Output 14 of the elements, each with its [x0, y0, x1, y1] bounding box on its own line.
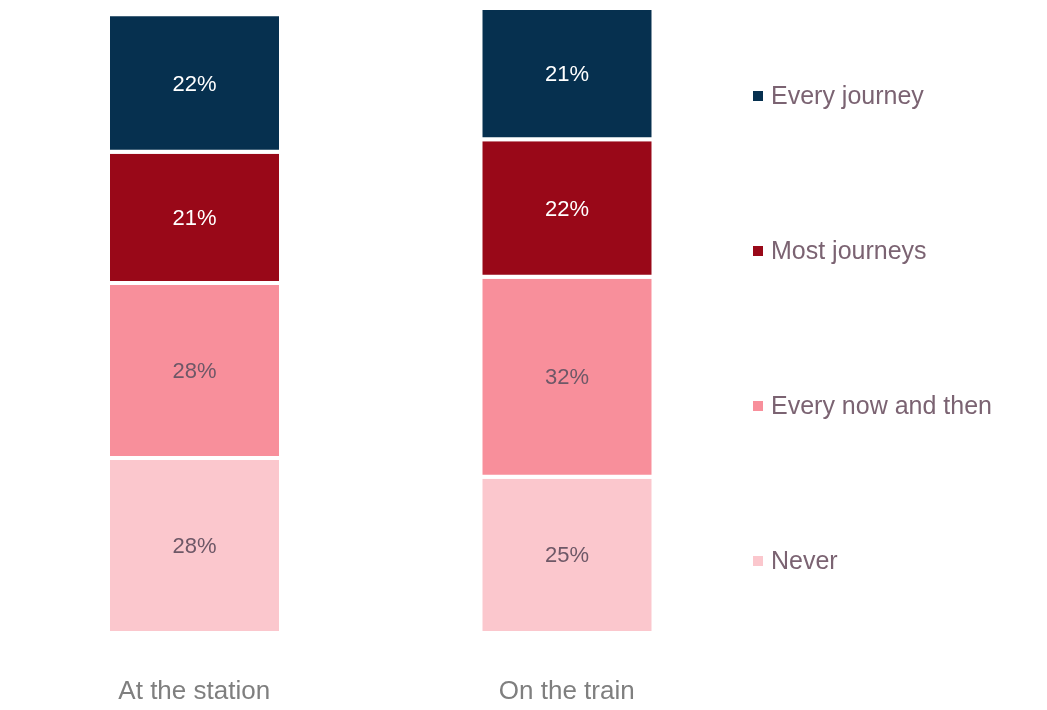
legend-label: Never — [770, 546, 839, 575]
x-tick-label: On the train — [498, 675, 635, 706]
data-label: 22% — [544, 195, 590, 221]
data-label: 28% — [172, 533, 217, 558]
data-label: 22% — [172, 70, 217, 96]
legend-label: Every journey — [770, 81, 925, 110]
x-tick-label: At the station — [118, 675, 271, 706]
legend-label: Most journeys — [770, 236, 928, 265]
data-label: 25% — [544, 542, 590, 568]
data-label: 21% — [172, 204, 217, 230]
data-label: 21% — [544, 61, 590, 87]
data-label: 32% — [544, 364, 590, 390]
legend-label: Every now and then — [770, 391, 993, 420]
data-label: 28% — [172, 358, 217, 383]
